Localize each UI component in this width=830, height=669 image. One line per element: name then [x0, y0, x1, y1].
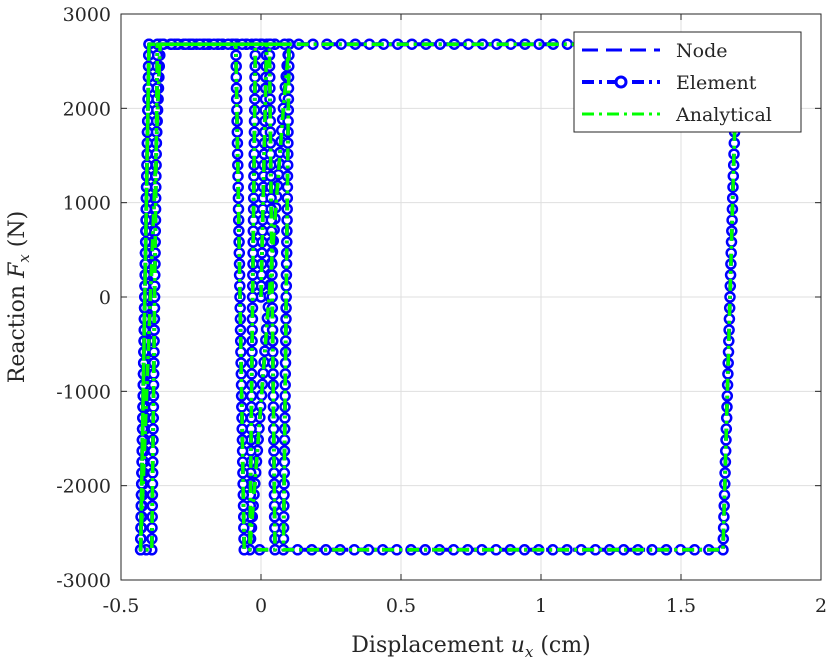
- y-tick-label: 1000: [63, 193, 111, 215]
- legend-element-label: Element: [676, 72, 757, 94]
- element-point: [617, 544, 630, 556]
- legend-node-label: Node: [676, 40, 727, 62]
- y-axis-label-sub: x: [15, 254, 33, 263]
- x-tick-label: 1: [535, 595, 547, 617]
- element-point: [231, 126, 244, 138]
- y-axis-label-post: (N): [5, 211, 30, 254]
- element-point: [248, 170, 260, 182]
- y-tick-label: -2000: [56, 476, 111, 498]
- x-tick-label: 0.5: [386, 595, 416, 617]
- y-tick-label: 3000: [63, 4, 111, 26]
- element-point: [280, 313, 292, 325]
- element-point: [236, 423, 248, 435]
- x-axis-label: Displacement ux (cm): [351, 633, 590, 661]
- element-point: [722, 368, 734, 380]
- x-tick-label: 2: [815, 595, 827, 617]
- x-axis-label-var: u: [511, 633, 525, 658]
- y-axis-label: Reaction Fx (N): [5, 211, 33, 383]
- y-axis-label-pre: Reaction: [5, 278, 30, 383]
- legend: Node Element Analytical: [573, 31, 802, 133]
- legend-analytical-label: Analytical: [675, 104, 772, 126]
- x-axis-label-pre: Displacement: [351, 633, 510, 658]
- y-tick-label: 0: [99, 287, 111, 309]
- x-tick-label: 0: [255, 595, 267, 617]
- x-axis-label-post: (cm): [533, 633, 590, 658]
- x-tick-label: -0.5: [103, 595, 140, 617]
- x-axis-label-sub: x: [525, 643, 534, 661]
- element-point: [265, 192, 277, 204]
- y-axis-label-var: F: [5, 262, 30, 279]
- y-tick-label: 2000: [63, 98, 111, 120]
- element-point: [267, 346, 279, 358]
- legend-element-marker: [614, 75, 628, 89]
- x-tick-label: 1.5: [666, 595, 696, 617]
- element-point: [281, 159, 294, 171]
- series-analytical-line: [138, 42, 739, 552]
- y-tick-label: -3000: [56, 570, 111, 592]
- axis-ticks: -0.5 0 0.5 1 1.5 2 -3000 -2000 -1000 0 1000 2000 300…: [56, 4, 827, 617]
- element-point: [146, 522, 158, 534]
- series-layer: [134, 38, 743, 556]
- y-tick-label: -1000: [56, 381, 111, 403]
